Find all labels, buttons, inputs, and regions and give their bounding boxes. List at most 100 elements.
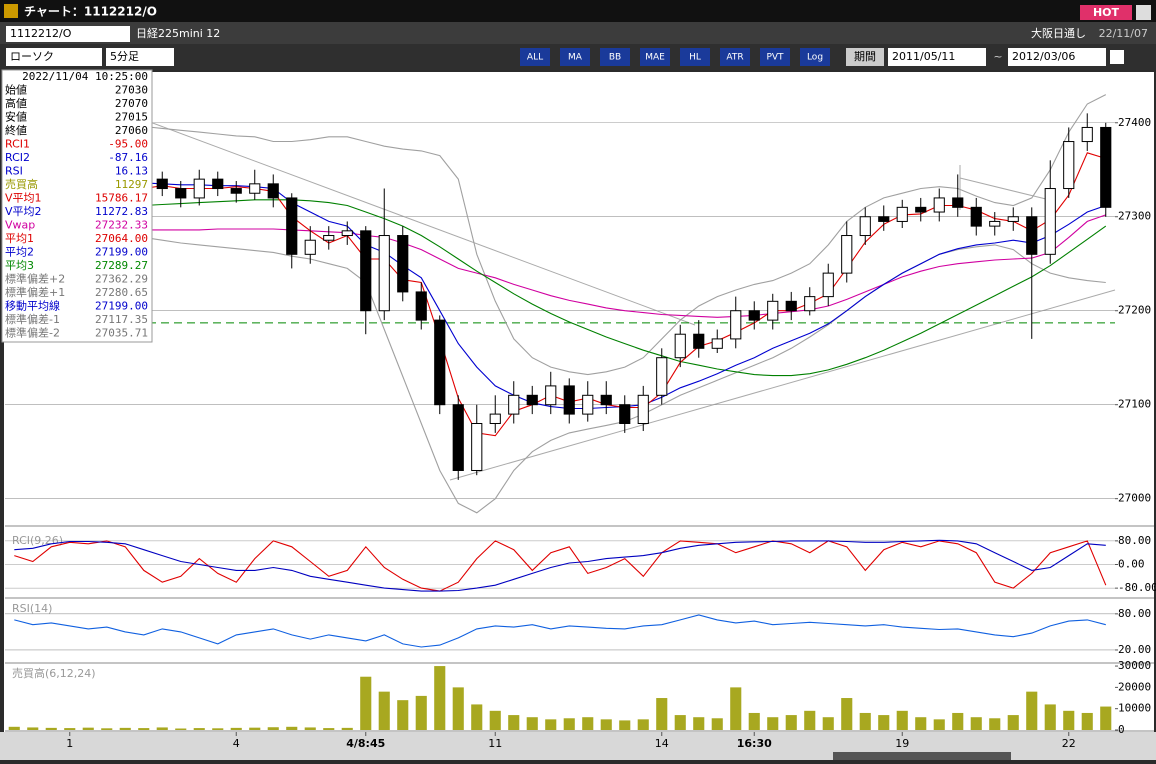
info-value: 16.13 [115, 165, 148, 178]
info-value: 27060 [115, 124, 148, 137]
x-tick-label: 16:30 [737, 737, 772, 750]
info-label: 始値 [5, 83, 27, 97]
info-value: 11272.83 [95, 205, 148, 218]
volume-bar [656, 698, 668, 730]
volume-bar [730, 687, 742, 730]
candle-body [582, 394, 594, 415]
x-tick-label: 4/8:45 [346, 737, 385, 750]
candle-body [452, 404, 464, 471]
candle-body [1044, 188, 1056, 255]
range-button[interactable] [846, 48, 884, 66]
info-label: V平均1 [5, 192, 42, 205]
info-label: 終値 [5, 123, 27, 137]
symbol-select[interactable] [6, 26, 130, 42]
candle-body [767, 300, 779, 321]
trend-line [959, 177, 1051, 201]
candle-body [360, 230, 372, 312]
volume-bar [582, 717, 594, 730]
trend-line [149, 121, 696, 326]
info-label: 高値 [5, 96, 27, 110]
volume-bar [156, 727, 168, 730]
volume-bar [27, 727, 39, 730]
volume-bar [1100, 706, 1112, 730]
candle-body [674, 333, 686, 359]
candle-body [730, 310, 742, 340]
y-tick-label: 27100 [1118, 398, 1151, 411]
candle-body [545, 385, 557, 406]
x-tick-label: 4 [233, 737, 240, 750]
volume-bar [341, 727, 353, 730]
volume-bar [1026, 691, 1038, 730]
to-input[interactable] [1008, 48, 1106, 66]
y-tick-label: 30000 [1118, 659, 1151, 672]
toolbar-icon-label: PVT [766, 53, 784, 63]
info-label: 平均3 [5, 259, 34, 272]
checkbox[interactable] [1110, 50, 1124, 64]
volume-bar [637, 719, 649, 730]
volume-bar [471, 704, 483, 730]
volume-bar [970, 717, 982, 730]
info-label: 売買高 [5, 177, 38, 191]
volume-bar [378, 691, 390, 730]
candle-body [748, 310, 760, 321]
range-label: 期間 [854, 50, 876, 63]
toolbar-icon[interactable] [800, 48, 830, 66]
toolbar-icon[interactable] [760, 48, 790, 66]
hot-button[interactable] [1080, 5, 1132, 20]
y-tick-label: 20.00 [1118, 643, 1151, 656]
x-tick-label: 1 [66, 737, 73, 750]
info-label: RCI2 [5, 151, 30, 164]
volume-bar [119, 727, 131, 730]
volume-bar [360, 676, 372, 730]
info-value: 27199.00 [95, 300, 148, 313]
info-label: 標準偏差-2 [5, 326, 60, 340]
y-tick-label: 20000 [1118, 680, 1151, 693]
toolbar-icon[interactable] [680, 48, 710, 66]
volume-bar [841, 698, 853, 730]
toolbar-icon[interactable] [560, 48, 590, 66]
volume-bar [674, 715, 686, 730]
candle-body [341, 230, 353, 237]
volume-bar [508, 715, 520, 730]
volume-bar [1007, 715, 1019, 730]
toolbar-icon-label: HL [689, 53, 701, 63]
candle-body [600, 394, 612, 406]
volume-bar [822, 717, 834, 730]
chart-type-select[interactable] [6, 48, 102, 66]
toolbar-icon[interactable] [520, 48, 550, 66]
toolbar-icon-label: MAE [645, 53, 665, 63]
volume-bar [600, 719, 612, 730]
period-select[interactable] [106, 48, 174, 66]
x-tick-label: 22 [1062, 737, 1076, 750]
volume-bar [193, 728, 205, 730]
info-label: 平均2 [5, 246, 34, 259]
volume-bar [785, 715, 797, 730]
candle-body [526, 394, 538, 406]
close-button[interactable] [1136, 5, 1151, 20]
toolbar-icon-label: BB [609, 53, 621, 63]
volume-bar [286, 726, 298, 730]
from-input[interactable] [888, 48, 986, 66]
info-label: V平均2 [5, 205, 42, 218]
candle-body [1100, 126, 1112, 208]
toolbar-icon[interactable] [600, 48, 630, 66]
x-tick-label: 14 [655, 737, 669, 750]
volume-bar [323, 728, 335, 730]
scrollbar[interactable] [833, 752, 1011, 760]
y-tick-label: 80.00 [1118, 607, 1151, 620]
y-tick-label: 10000 [1118, 702, 1151, 715]
volume-bar [711, 718, 723, 730]
hot-label: HOT [1093, 6, 1120, 19]
volume-bar [933, 719, 945, 730]
from-date: 2011/05/11 [892, 50, 955, 63]
info-label: Vwap [5, 219, 35, 232]
toolbar-icon[interactable] [640, 48, 670, 66]
volume-bar [101, 728, 113, 730]
toolbar-icon[interactable] [720, 48, 750, 66]
candle-body [489, 413, 501, 424]
candle-body [397, 235, 409, 293]
panel-label: RSI(14) [12, 602, 52, 615]
range-sep: ~ [993, 50, 1002, 63]
info-value: 27289.27 [95, 259, 148, 272]
volume-bar [915, 717, 927, 730]
